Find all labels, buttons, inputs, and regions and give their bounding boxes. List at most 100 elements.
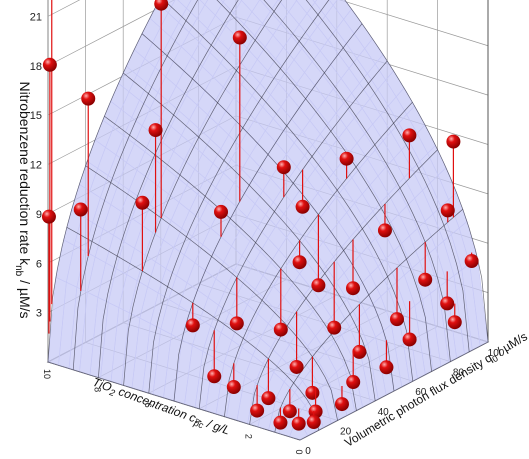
z-axis-title-unit: / µM/s [17,276,33,318]
data-point [282,389,297,419]
data-point [148,123,163,233]
point-marker [250,403,265,418]
data-point [289,311,304,374]
point-marker [402,128,417,143]
point-marker [276,160,291,175]
data-point [464,252,479,269]
point-marker [295,199,310,214]
surface-patch [251,0,271,24]
z-axis-title-main: Nitrobenzene reduction rate k [17,81,33,266]
data-point [327,261,342,335]
z-axis-title-sub: nb [13,265,24,277]
y-tick-label: 40 [378,407,390,418]
data-point [135,195,150,272]
surface-patch [269,0,290,24]
data-point [311,214,326,293]
point-marker [81,91,96,106]
surface-patch [312,0,317,3]
surface-mesh-line [305,0,470,352]
data-point [226,363,241,395]
surface-patch [295,0,298,2]
data-point [273,407,288,430]
data-point [334,386,349,412]
data-point [273,268,288,337]
point-marker [346,375,361,390]
y-tick-label: 60 [415,387,427,398]
surface-patch [199,0,208,6]
surface-patch [220,0,225,3]
point-marker [185,318,200,333]
surface-patch [296,0,316,14]
y-tick-label: 80 [453,368,465,379]
data-point [295,169,310,214]
x-tick-label: 10 [42,369,52,379]
z-tick-label: 12 [30,160,42,172]
data-point [250,385,265,418]
data-point [51,0,53,305]
surface-patch [278,0,297,13]
data-point [418,242,433,287]
y-tick-label: 20 [340,426,352,437]
data-point [339,151,354,179]
data-point [214,204,228,237]
point-marker [207,369,222,384]
y-axis-title-sub: 0 [490,353,499,364]
surface-mesh-line [85,165,338,421]
point-marker [447,315,462,330]
data-point [446,134,461,218]
surface-patch [328,0,338,6]
point-marker [440,296,455,311]
point-marker [339,151,354,166]
data-point [352,304,367,359]
point-marker [73,202,88,217]
x-tick-label: 6 [143,403,153,408]
data-point [73,202,88,291]
point-marker [379,360,394,375]
data-point [292,240,307,270]
z-tick-label: 21 [30,11,42,23]
point-marker [289,359,304,374]
point-marker [273,322,288,337]
surface-patch [186,0,206,19]
data-point [291,408,306,431]
surface-mesh-line [141,33,395,392]
y-tick-label: 100 [488,348,505,359]
z-tick-label: 3 [36,308,42,320]
data-point [402,301,417,347]
surface-patch [204,0,224,16]
point-marker [440,203,455,218]
point-marker [390,312,404,327]
data-point [229,277,244,331]
point-marker [464,254,479,269]
surface-patch [332,0,352,20]
data-point [207,330,222,384]
data-point [154,0,169,219]
y-axis-title-unit: / µM/s [492,329,529,360]
z-gridline [47,0,489,67]
point-marker [446,134,461,149]
point-marker [311,278,326,293]
tick-labels: 36912151821240246810020406080100 [30,11,505,457]
x-tick-label: 8 [92,387,102,392]
data-point [440,203,455,223]
surface-patch [314,0,334,17]
z-tick-label: 18 [30,61,42,73]
data-point [185,302,200,333]
point-marker [261,391,276,406]
surface-patch [167,0,187,23]
point-marker [308,404,323,419]
point-marker [327,320,342,335]
z-tick-label: 15 [30,110,42,122]
point-marker [402,332,417,347]
z-axis-title: Nitrobenzene reduction rate knb / µM/s [13,81,33,318]
point-marker [306,415,321,430]
point-marker [418,272,433,287]
point-marker [291,416,306,431]
surface-patch [222,0,242,14]
x-axis-title-main: TiO [91,375,114,395]
point-marker [377,223,392,238]
y-tick-label: 0 [305,446,311,457]
data-point [232,30,247,202]
point-marker [305,385,320,400]
